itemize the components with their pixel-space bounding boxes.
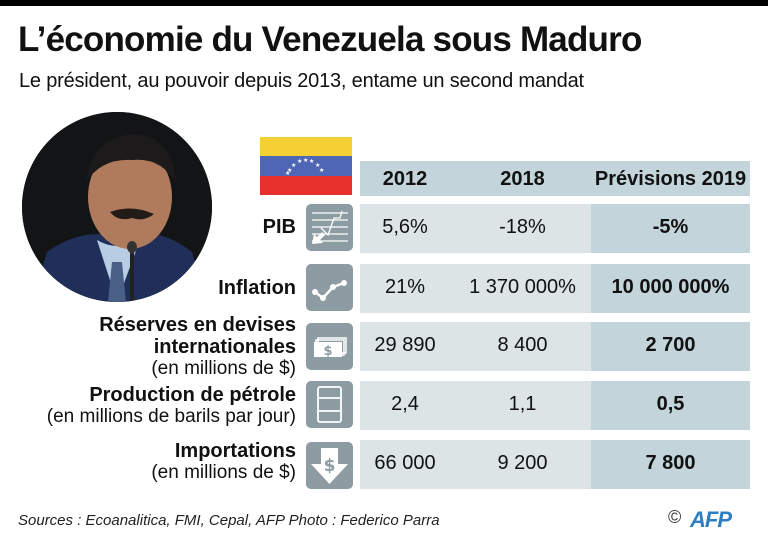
cell-petrole-2018: 1,1: [508, 393, 537, 415]
svg-text:★: ★: [309, 158, 314, 165]
flag-stripe-red: [260, 175, 352, 195]
page-title: L’économie du Venezuela sous Maduro: [18, 20, 642, 59]
table-row-petrole: 2,4 1,1 0,5: [360, 381, 750, 430]
sources-credit: Sources : Ecoanalitica, FMI, Cepal, AFP …: [18, 512, 440, 529]
svg-text:★: ★: [315, 162, 320, 169]
svg-text:$: $: [324, 456, 336, 476]
table-row-pib: 5,6% -18% -5%: [360, 204, 750, 253]
row-note-reserves: (en millions de $): [151, 358, 296, 379]
column-header-2018: 2018: [500, 168, 545, 190]
svg-text:★: ★: [291, 162, 296, 169]
svg-text:$: $: [323, 344, 332, 359]
row-label-reserves: Réserves en devises internationales (en …: [99, 314, 296, 379]
cell-pib-2012: 5,6%: [382, 216, 428, 238]
line-trend-icon: [306, 264, 353, 311]
banknotes-icon: $: [306, 323, 353, 370]
cell-petrole-2019: 0,5: [656, 393, 685, 415]
row-label-petrole: Production de pétrole (en millions de ba…: [46, 384, 296, 427]
cell-reserves-2019: 2 700: [645, 334, 696, 356]
cell-importations-2012: 66 000: [374, 452, 436, 474]
row-note-petrole: (en millions de barils par jour): [46, 406, 296, 427]
venezuela-flag: ★ ★ ★ ★ ★ ★ ★ ★: [260, 137, 352, 195]
table-row-reserves: 29 890 8 400 2 700: [360, 322, 750, 371]
cell-inflation-2018: 1 370 000%: [469, 276, 576, 298]
cell-reserves-2018: 8 400: [497, 334, 548, 356]
cell-pib-2019: -5%: [652, 216, 689, 238]
table-header: 2012 2018 Prévisions 2019: [360, 161, 750, 196]
oil-barrel-icon: [306, 381, 353, 428]
svg-text:★: ★: [285, 170, 290, 175]
svg-text:★: ★: [319, 167, 324, 174]
dollar-down-arrow-icon: $: [306, 442, 353, 489]
flag-stripe-yellow: [260, 137, 352, 157]
row-label-pib: PIB: [262, 216, 296, 238]
cell-inflation-2019: 10 000 000%: [611, 276, 730, 298]
row-note-importations: (en millions de $): [151, 462, 296, 483]
flag-stripe-blue: ★ ★ ★ ★ ★ ★ ★ ★: [260, 156, 352, 176]
row-label-inflation: Inflation: [218, 277, 296, 299]
page-subtitle: Le président, au pouvoir depuis 2013, en…: [19, 70, 584, 92]
row-label-importations: Importations (en millions de $): [151, 440, 296, 483]
cell-importations-2019: 7 800: [645, 452, 696, 474]
copyright-icon: ©: [668, 507, 682, 527]
svg-text:★: ★: [287, 167, 292, 174]
afp-logo: AFP: [690, 507, 732, 532]
column-header-2019: Prévisions 2019: [594, 168, 747, 190]
column-header-2012: 2012: [382, 168, 428, 190]
cell-importations-2018: 9 200: [497, 452, 548, 474]
cell-inflation-2012: 21%: [384, 276, 426, 298]
cell-petrole-2012: 2,4: [391, 393, 419, 415]
table-row-importations: 66 000 9 200 7 800: [360, 440, 750, 489]
svg-text:★: ★: [297, 158, 302, 165]
cell-pib-2018: -18%: [499, 216, 546, 238]
table-row-inflation: 21% 1 370 000% 10 000 000%: [360, 264, 750, 313]
gdp-chart-down-icon: [306, 204, 353, 251]
maduro-photo: [22, 112, 212, 302]
svg-text:★: ★: [303, 157, 308, 164]
cell-reserves-2012: 29 890: [374, 334, 436, 356]
top-bar: [0, 0, 768, 6]
